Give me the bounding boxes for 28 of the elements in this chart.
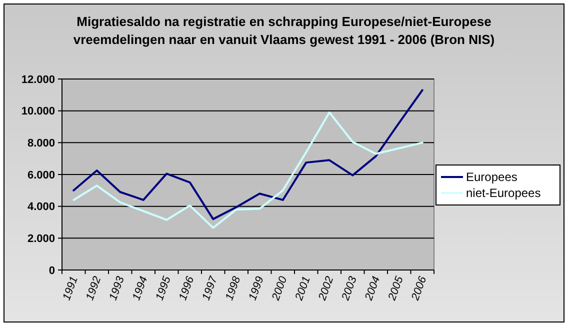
line-series	[72, 111, 424, 229]
legend-label: niet-Europees	[466, 186, 541, 200]
line-series	[72, 89, 424, 220]
x-tick-label: 2006	[409, 274, 430, 303]
x-tick-label: 1998	[224, 274, 244, 302]
x-tick-label: 1996	[177, 274, 197, 302]
y-tick-label: 0	[48, 264, 55, 277]
y-tick-label: 4.000	[27, 201, 55, 214]
x-tick-label: 2001	[292, 274, 313, 303]
x-tick-label: 1997	[200, 274, 220, 302]
x-tick-label: 1995	[154, 274, 174, 302]
x-tick-label: 2002	[316, 274, 336, 303]
x-tick-label: 1992	[84, 274, 104, 302]
y-tick-label: 8.000	[27, 138, 55, 150]
y-tick-label: 12.000	[21, 74, 55, 86]
y-tick-label: 2.000	[27, 233, 55, 246]
x-tick-label: 1999	[246, 274, 266, 302]
x-tick-label: 1993	[107, 274, 128, 302]
x-tick-label: 1994	[130, 274, 150, 302]
x-tick-label: 2003	[339, 274, 360, 303]
y-tick-label: 10.000	[21, 106, 55, 118]
legend-label: Europees	[466, 170, 518, 184]
chart-title: Migratiesaldo na registratie en schrapping Europese/niet-Europese vreemdelingen naar en vanuit Vlaams gewest 1991 - 2006 (Bron NIS)	[73, 14, 495, 47]
x-tick-label: 2000	[270, 274, 290, 303]
y-tick-label: 6.000	[27, 169, 55, 182]
x-tick-label: 2005	[386, 274, 406, 303]
x-tick-label: 2004	[362, 274, 383, 303]
x-tick-label: 1991	[60, 274, 80, 302]
